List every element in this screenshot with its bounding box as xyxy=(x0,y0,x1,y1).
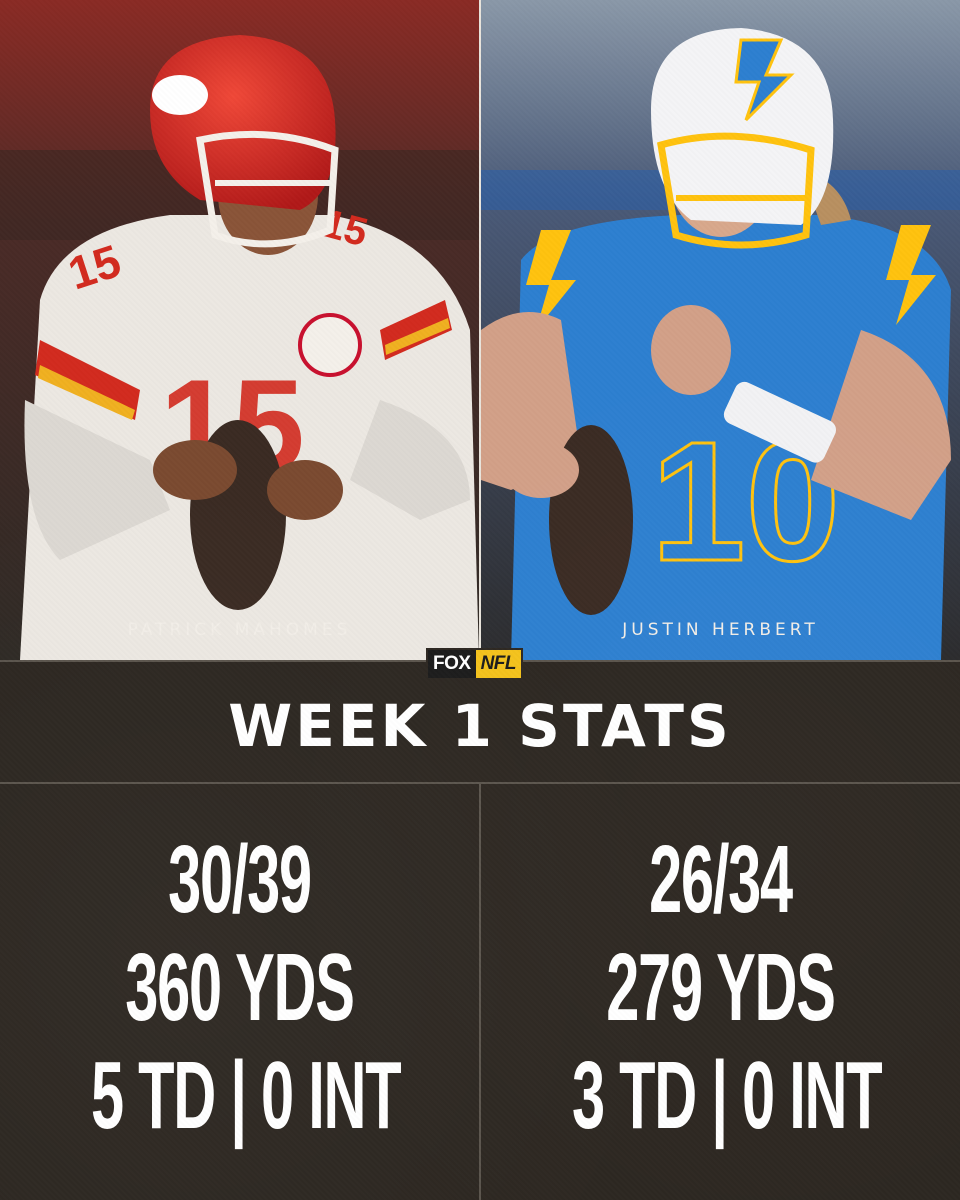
td-int-stat: 5 TD | 0 INT xyxy=(91,1042,402,1149)
stats-column-divider xyxy=(479,784,481,1200)
yards-stat: 360 YDS xyxy=(125,934,355,1041)
player-photo-left: 15 15 15 xyxy=(0,0,479,660)
yards-stat: 279 YDS xyxy=(606,934,836,1041)
fox-logo-text: FOX xyxy=(428,650,476,678)
page-title: WEEK 1 STATS xyxy=(228,692,732,760)
player-name-right: JUSTIN HERBERT xyxy=(622,620,819,640)
nfl-logo-text: NFL xyxy=(475,650,521,678)
photo-divider xyxy=(479,0,481,660)
td-int-stat: 3 TD | 0 INT xyxy=(572,1042,883,1149)
stats-right: 26/34 279 YDS 3 TD | 0 INT xyxy=(481,826,960,1150)
stats-left: 30/39 360 YDS 5 TD | 0 INT xyxy=(0,826,479,1150)
player-name-left: PATRICK MAHOMES xyxy=(127,620,352,640)
section-divider-mid xyxy=(0,782,960,784)
completions-stat: 30/39 xyxy=(168,826,312,933)
completions-stat: 26/34 xyxy=(649,826,793,933)
fox-nfl-logo: FOX NFL xyxy=(426,648,523,680)
player-photo-right: 10 xyxy=(481,0,960,660)
